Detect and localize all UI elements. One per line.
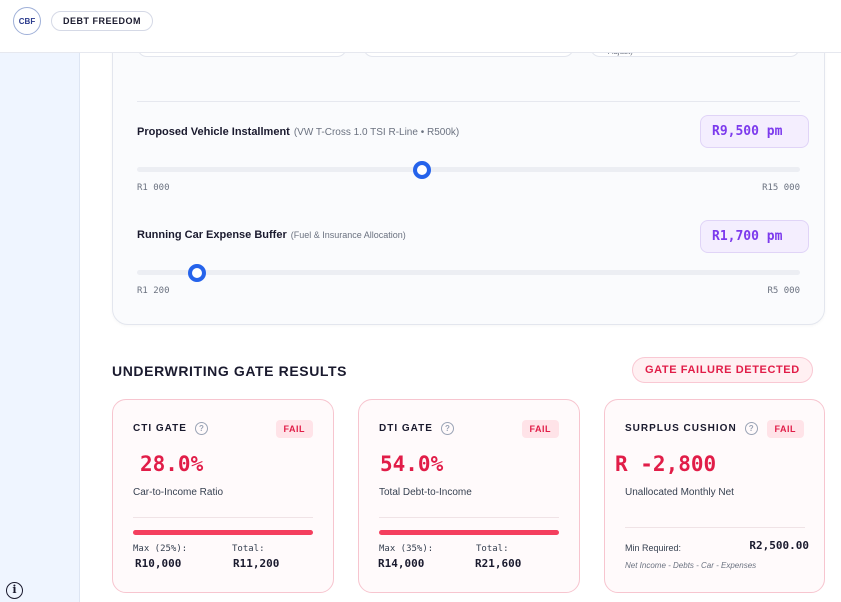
surplus-formula: Net Income - Debts - Car - Expenses [625, 561, 757, 570]
cti-gate-card: CTI GATE ? FAIL 28.0% Car-to-Income Rati… [112, 399, 334, 593]
info-icon[interactable]: i [6, 582, 23, 599]
panel-divider [137, 101, 800, 102]
vehicle-installment-min: R1 000 [137, 183, 170, 193]
cti-limit-value: R10,000 [135, 557, 182, 570]
running-expense-sublabel: (Fuel & Insurance Allocation) [290, 230, 406, 240]
running-expense-min: R1 200 [137, 286, 170, 296]
cti-total-value: R11,200 [233, 557, 280, 570]
main-content: Adjust) Proposed Vehicle Installment(VW … [80, 24, 841, 602]
app-header: CBF DEBT FREEDOM [0, 0, 841, 53]
underwriting-results-title: UNDERWRITING GATE RESULTS [112, 363, 348, 379]
gate-failure-badge: GATE FAILURE DETECTED [632, 357, 813, 383]
surplus-min-value: R2,500.00 [749, 539, 809, 552]
dti-gate-card: DTI GATE ? FAIL 54.0% Total Debt-to-Inco… [358, 399, 580, 593]
dti-limit-value: R14,000 [378, 557, 425, 570]
surplus-status-badge: FAIL [766, 420, 804, 438]
help-icon[interactable]: ? [744, 422, 758, 435]
vehicle-installment-label: Proposed Vehicle Installment (VW T-Cross … [137, 126, 459, 138]
cti-limit-label: Max (25%): [133, 544, 188, 554]
dti-gate-name: DTI GATE ? [379, 422, 454, 435]
cti-progress-bar [133, 530, 313, 535]
surplus-gate-card: SURPLUS CUSHION ? FAIL R -2,800 Unalloca… [604, 399, 825, 593]
vehicle-inputs-panel [112, 24, 825, 325]
dti-gate-description: Total Debt-to-Income [379, 487, 472, 498]
card-divider [625, 527, 805, 528]
vehicle-installment-max: R15 000 [762, 183, 800, 193]
card-divider [379, 517, 559, 518]
surplus-gate-name: SURPLUS CUSHION ? [625, 422, 758, 435]
cti-gate-title: CTI GATE [133, 423, 187, 434]
dti-progress-bar [379, 530, 559, 535]
vehicle-installment-sublabel: (VW T-Cross 1.0 TSI R-Line • R500k) [293, 127, 460, 138]
dti-limit-label: Max (35%): [379, 544, 434, 554]
cti-gate-value: 28.0% [140, 452, 204, 476]
surplus-gate-title: SURPLUS CUSHION [625, 423, 737, 434]
vehicle-installment-title: Proposed Vehicle Installment [137, 126, 290, 138]
cti-total-label: Total: [232, 544, 265, 554]
dti-gate-value: 54.0% [380, 452, 444, 476]
cti-gate-name: CTI GATE ? [133, 422, 208, 435]
surplus-gate-value: R -2,800 [615, 452, 717, 476]
brand-label[interactable]: DEBT FREEDOM [51, 11, 153, 31]
running-expense-thumb[interactable] [187, 264, 206, 282]
surplus-gate-description: Unallocated Monthly Net [625, 487, 734, 498]
running-expense-track[interactable] [137, 270, 800, 275]
card-divider [133, 517, 313, 518]
vehicle-installment-track[interactable] [137, 167, 800, 172]
running-expense-value[interactable]: R1,700 pm [700, 220, 809, 253]
running-expense-max: R5 000 [767, 286, 800, 296]
brand-logo[interactable]: CBF [13, 7, 41, 35]
vehicle-installment-thumb[interactable] [413, 161, 432, 179]
dti-gate-title: DTI GATE [379, 423, 433, 434]
help-icon[interactable]: ? [440, 422, 454, 435]
sidebar [0, 53, 80, 602]
surplus-min-label: Min Required: [625, 543, 682, 553]
help-icon[interactable]: ? [194, 422, 208, 435]
dti-total-value: R21,600 [475, 557, 522, 570]
dti-status-badge: FAIL [521, 420, 559, 438]
dti-total-label: Total: [476, 544, 509, 554]
cti-status-badge: FAIL [275, 420, 313, 438]
running-expense-title: Running Car Expense Buffer [137, 229, 287, 241]
vehicle-installment-value[interactable]: R9,500 pm [700, 115, 809, 148]
cti-gate-description: Car-to-Income Ratio [133, 487, 224, 498]
running-expense-label: Running Car Expense Buffer (Fuel & Insura… [137, 229, 406, 241]
